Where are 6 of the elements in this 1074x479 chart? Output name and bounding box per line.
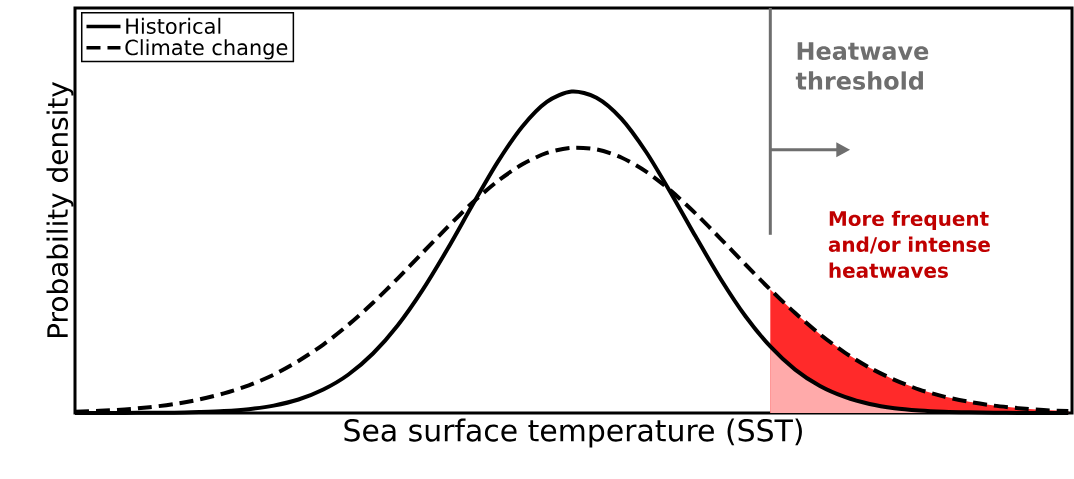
y-axis-title: Probability density — [46, 82, 74, 338]
legend-label: Climate change — [125, 39, 288, 60]
annotation: More frequent and/or intense heatwaves — [828, 210, 990, 278]
legend-label: Historical — [126, 17, 221, 34]
text: Heatwave threshold — [795, 42, 929, 90]
x-axis-title: Sea surface temperature (SST) — [344, 418, 802, 448]
